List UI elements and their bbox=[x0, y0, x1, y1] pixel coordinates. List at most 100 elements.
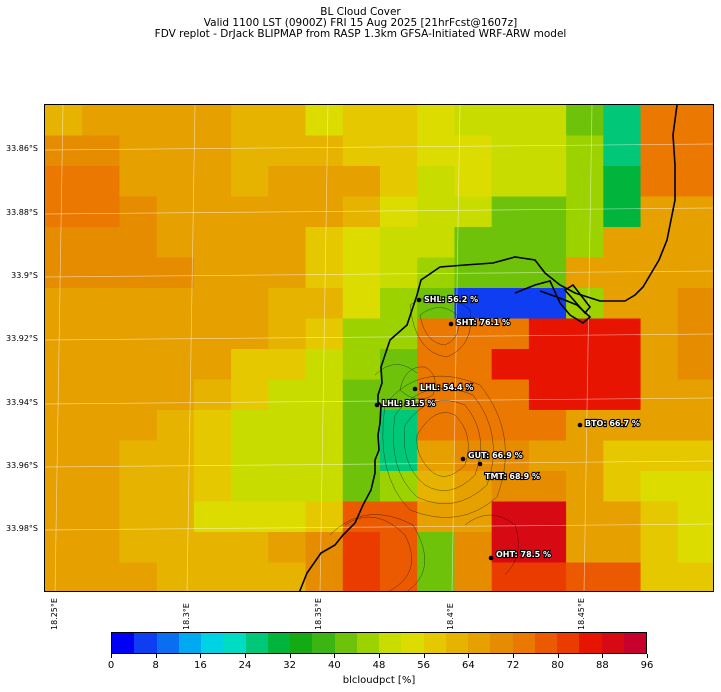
latitude-tick-label: 33.92°S bbox=[6, 334, 38, 343]
colorbar-swatch bbox=[445, 633, 468, 653]
grid-cell bbox=[119, 105, 158, 137]
grid-cell bbox=[417, 562, 456, 591]
grid-cell bbox=[82, 227, 121, 259]
grid-cell bbox=[528, 379, 567, 411]
grid-cell bbox=[491, 135, 530, 167]
grid-cell bbox=[417, 471, 456, 503]
grid-cell bbox=[231, 471, 269, 503]
grid-cell bbox=[45, 349, 83, 381]
grid-cell bbox=[82, 349, 121, 381]
grid-cell bbox=[380, 440, 418, 472]
contour-line bbox=[374, 364, 418, 376]
grid-cell bbox=[603, 166, 642, 198]
grid-cell bbox=[305, 105, 344, 137]
grid-cell bbox=[566, 105, 604, 137]
grid-cell bbox=[528, 562, 567, 591]
latitude-tick-label: 33.9°S bbox=[11, 271, 38, 280]
grid-cell bbox=[45, 135, 83, 167]
contour-line bbox=[399, 366, 436, 400]
colorbar-swatch bbox=[401, 633, 424, 653]
grid-cell bbox=[305, 440, 344, 472]
grid-cell bbox=[193, 410, 232, 442]
colorbar-tick-label: 8 bbox=[152, 660, 159, 671]
longitude-gridline bbox=[54, 105, 64, 591]
grid-cell bbox=[677, 166, 713, 198]
grid-cell bbox=[231, 257, 269, 289]
grid-cell bbox=[603, 532, 642, 564]
grid-cell bbox=[82, 501, 121, 533]
grid-cell bbox=[677, 349, 713, 381]
grid-cell bbox=[193, 318, 232, 350]
grid-cell bbox=[677, 532, 713, 564]
grid-cell bbox=[640, 471, 679, 503]
colorbar-swatch bbox=[156, 633, 179, 653]
grid-cell bbox=[677, 379, 713, 411]
colorbar-swatch bbox=[379, 633, 402, 653]
grid-cell bbox=[566, 227, 604, 259]
grid-cell bbox=[528, 501, 567, 533]
station-marker bbox=[577, 422, 583, 428]
colorbar-swatch bbox=[423, 633, 446, 653]
colorbar-tickmark bbox=[111, 654, 112, 658]
grid-cell bbox=[417, 440, 456, 472]
colorbar-swatch bbox=[223, 633, 246, 653]
station-marker bbox=[460, 456, 466, 462]
grid-cell bbox=[454, 227, 493, 259]
grid-cell bbox=[528, 349, 567, 381]
colorbar-tickmark bbox=[468, 654, 470, 658]
grid-cell bbox=[380, 257, 418, 289]
grid-cell bbox=[305, 257, 344, 289]
colorbar-tick-label: 48 bbox=[372, 660, 386, 671]
grid-cell bbox=[454, 196, 493, 228]
grid-cell bbox=[491, 532, 530, 564]
latitude-gridline bbox=[45, 333, 713, 341]
station-marker bbox=[374, 402, 380, 408]
colorbar-swatch bbox=[579, 633, 602, 653]
grid-cell bbox=[156, 318, 195, 350]
colorbar-tickmark bbox=[423, 654, 425, 658]
grid-cell bbox=[528, 532, 567, 564]
contour-line bbox=[419, 307, 459, 346]
grid-cell bbox=[119, 532, 158, 564]
colorbar-swatch bbox=[312, 633, 335, 653]
harbour-breakwater bbox=[514, 280, 592, 324]
colorbar-swatch bbox=[245, 633, 268, 653]
grid-cell bbox=[528, 410, 567, 442]
grid-cell bbox=[156, 501, 195, 533]
grid-cell bbox=[454, 440, 493, 472]
grid-cell bbox=[566, 379, 604, 411]
latitude-tick-label: 33.96°S bbox=[6, 461, 38, 470]
grid-cell bbox=[342, 257, 381, 289]
grid-cell bbox=[193, 166, 232, 198]
grid-cell bbox=[603, 410, 642, 442]
grid-cell bbox=[156, 227, 195, 259]
grid-cell bbox=[491, 379, 530, 411]
colorbar-swatch bbox=[512, 633, 535, 653]
grid-cell bbox=[231, 349, 269, 381]
grid-cell bbox=[231, 288, 269, 320]
valid-time-line: Valid 1100 LST (0900Z) FRI 15 Aug 2025 [… bbox=[203, 17, 518, 29]
station-label: LHL: 31.5 % bbox=[382, 399, 435, 408]
grid-cell bbox=[193, 532, 232, 564]
grid-cell bbox=[454, 562, 493, 591]
grid-cell bbox=[491, 318, 530, 350]
grid-cell bbox=[156, 257, 195, 289]
latitude-tick-label: 33.94°S bbox=[6, 398, 38, 407]
grid-cell bbox=[45, 227, 83, 259]
grid-cell bbox=[45, 471, 83, 503]
colorbar-swatch bbox=[112, 633, 135, 653]
grid-cell bbox=[640, 410, 679, 442]
grid-cell bbox=[119, 196, 158, 228]
grid-cell bbox=[640, 288, 679, 320]
station-marker bbox=[412, 386, 418, 392]
grid-cell bbox=[342, 562, 381, 591]
grid-cell bbox=[454, 135, 493, 167]
colorbar-swatch bbox=[334, 633, 357, 653]
grid-cell bbox=[231, 532, 269, 564]
station-marker bbox=[477, 461, 483, 467]
grid-cell bbox=[305, 410, 344, 442]
grid-cell bbox=[454, 318, 493, 350]
grid-cell bbox=[342, 166, 381, 198]
grid-cell bbox=[380, 105, 418, 137]
colorbar-swatch bbox=[201, 633, 224, 653]
